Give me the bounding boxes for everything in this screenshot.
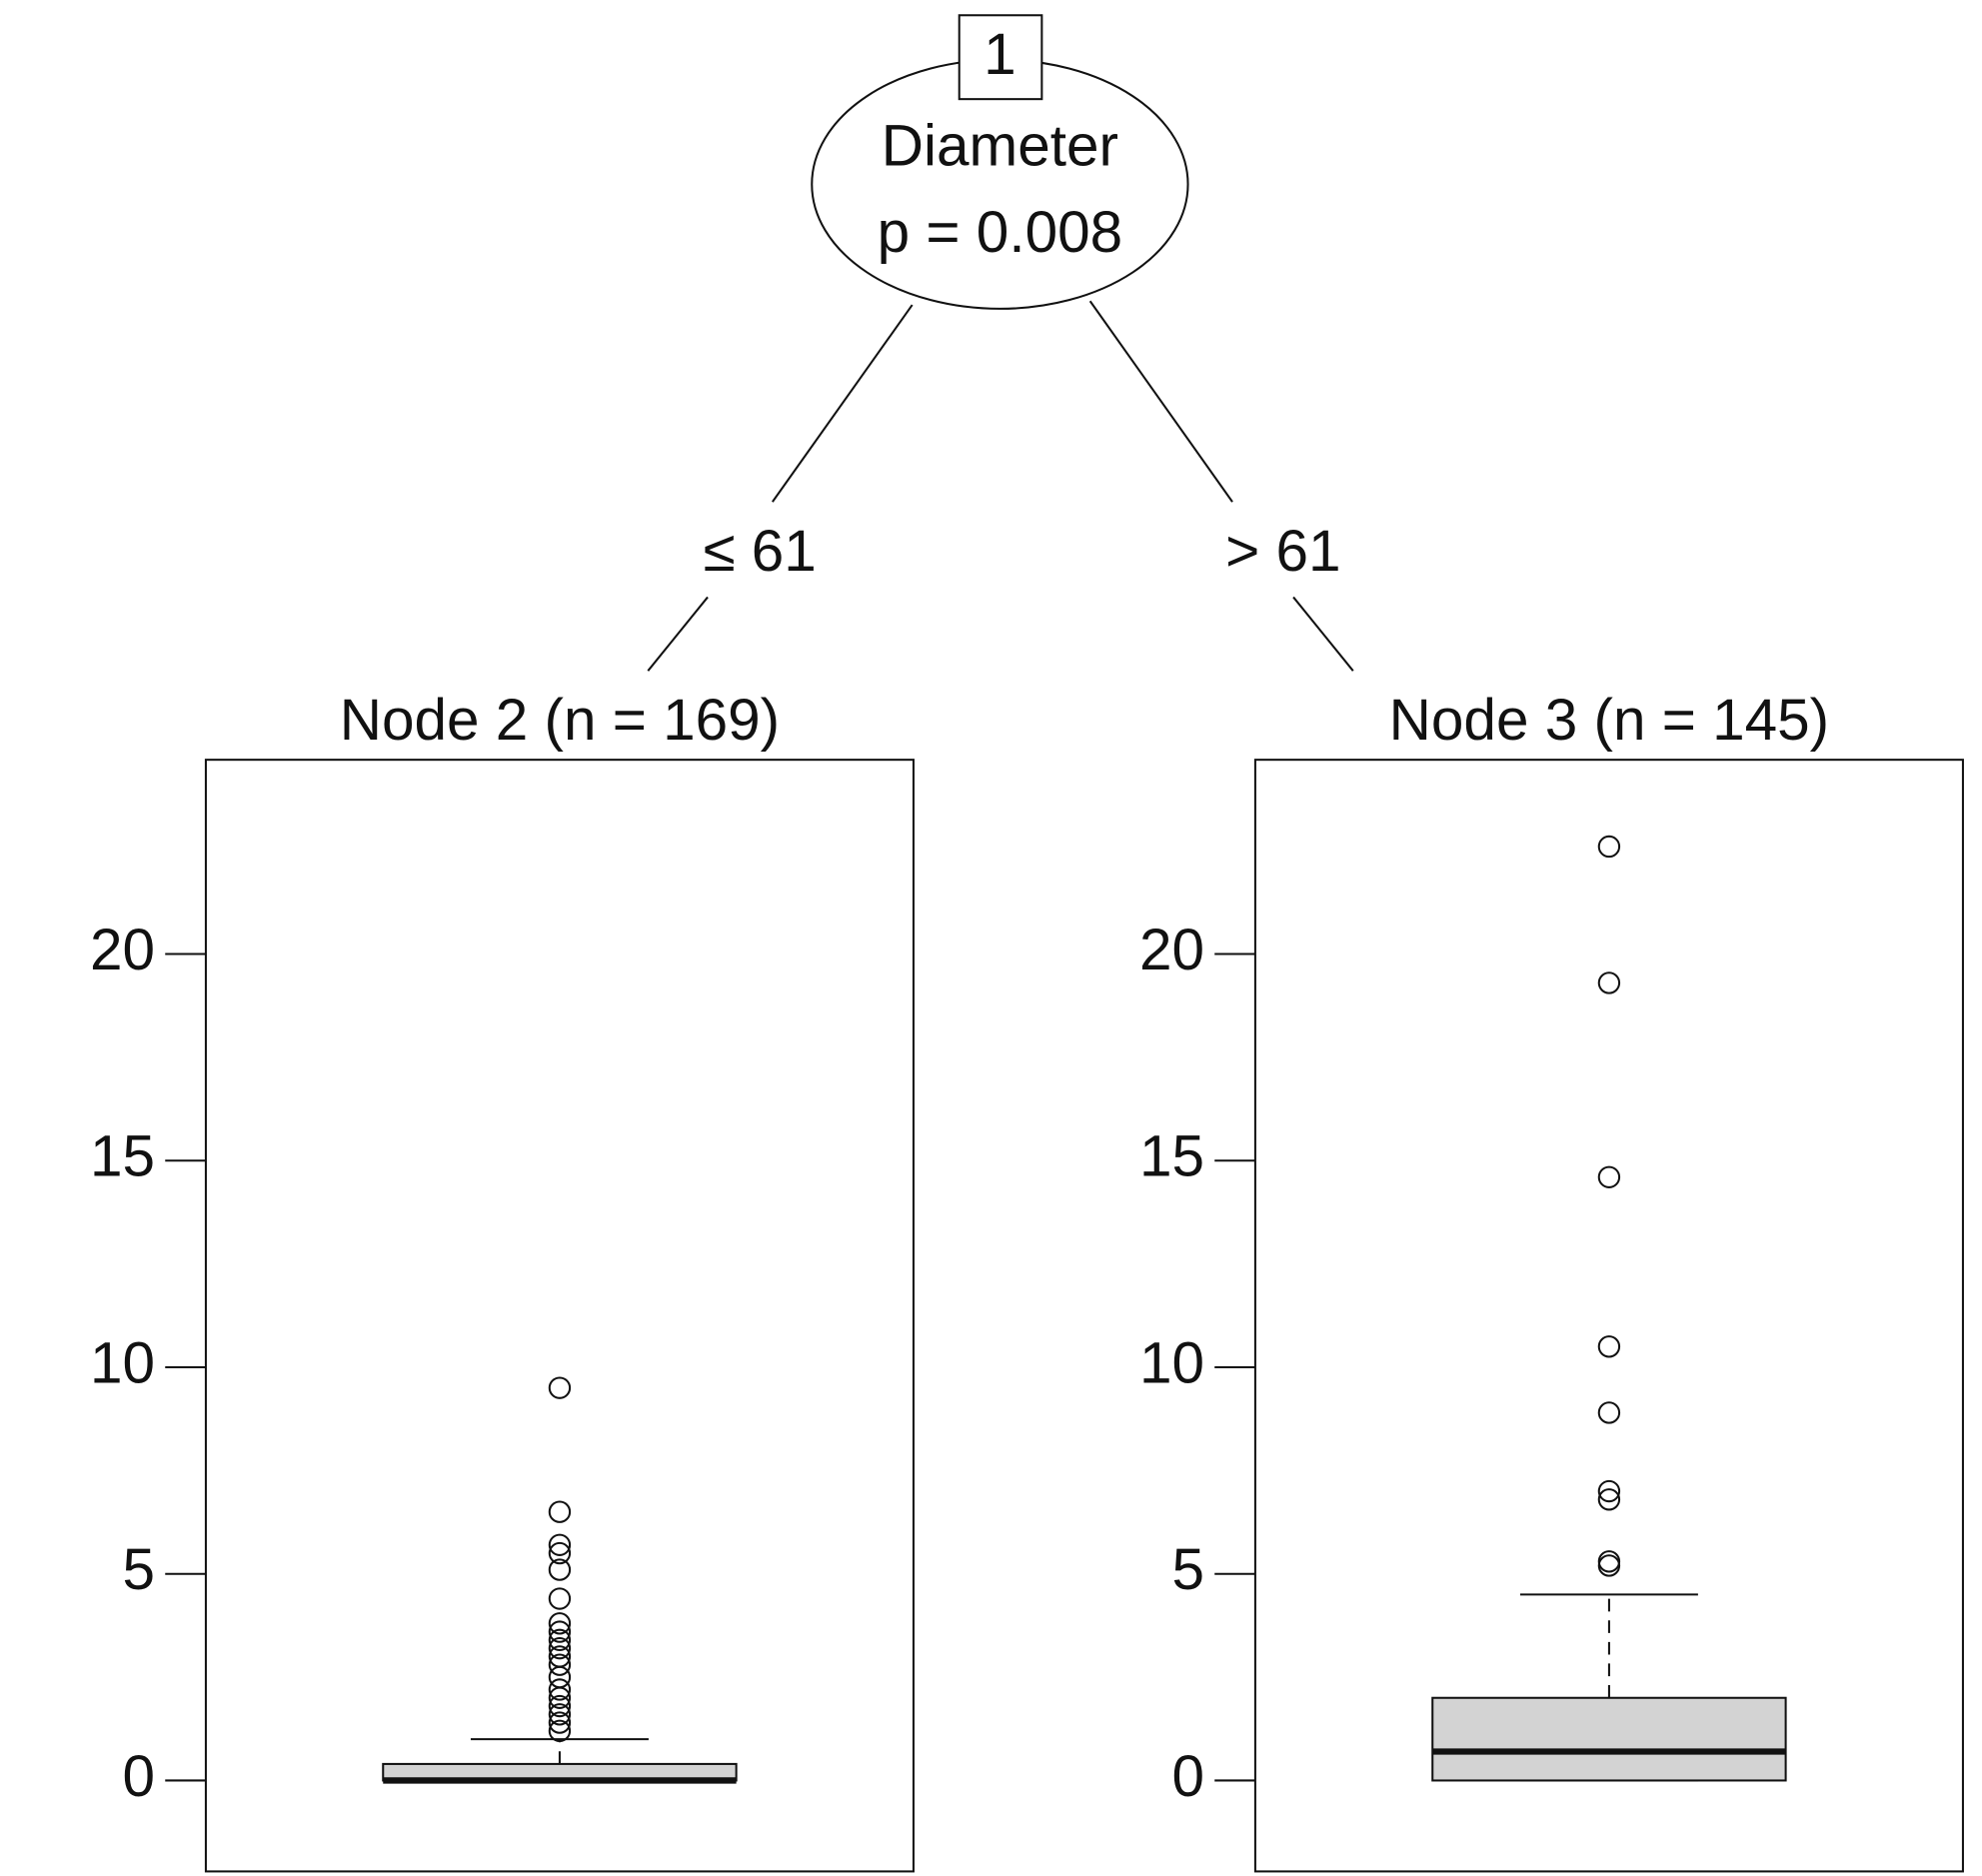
outlier (548, 1533, 572, 1556)
outlier (1597, 1550, 1621, 1573)
edge-label: ≤ 61 (703, 519, 816, 584)
y-tick-label: 5 (123, 1537, 156, 1602)
outlier (548, 1694, 572, 1718)
outlier (548, 1719, 572, 1743)
box (1431, 1696, 1787, 1782)
node-id: 1 (984, 22, 1016, 87)
outlier (548, 1703, 572, 1726)
outlier (548, 1587, 572, 1610)
outlier (548, 1636, 572, 1660)
node-p-value: p = 0.008 (878, 200, 1122, 265)
outlier (548, 1558, 572, 1581)
edge (772, 304, 914, 503)
outlier (548, 1686, 572, 1709)
y-tick-label: 5 (1172, 1537, 1205, 1602)
edge (1088, 300, 1233, 503)
edge (1292, 596, 1354, 672)
outlier (1597, 1479, 1621, 1503)
outlier (548, 1653, 572, 1676)
y-tick-label: 20 (90, 918, 155, 982)
y-tick-label: 0 (123, 1744, 156, 1809)
outlier (548, 1376, 572, 1399)
outlier (548, 1620, 572, 1643)
outlier (1597, 971, 1621, 994)
node-variable: Diameter (882, 113, 1118, 178)
outlier (548, 1541, 572, 1565)
y-tick-label: 0 (1172, 1744, 1205, 1809)
edge (647, 596, 709, 672)
panel-title: Node 2 (n = 169) (340, 688, 780, 753)
outlier (548, 1711, 572, 1734)
y-tick-label: 10 (1139, 1330, 1204, 1395)
y-tick-label: 20 (1139, 918, 1204, 982)
y-tick-label: 15 (90, 1124, 155, 1189)
outlier (548, 1612, 572, 1635)
y-tick-label: 10 (90, 1330, 155, 1395)
outlier (1597, 1335, 1621, 1358)
panel-frame (204, 759, 915, 1873)
outlier (548, 1500, 572, 1523)
panel-frame (1253, 759, 1964, 1873)
panel-title: Node 3 (n = 145) (1389, 688, 1829, 753)
node-id-box (958, 14, 1043, 101)
outlier (548, 1628, 572, 1652)
edge-label: > 61 (1225, 519, 1340, 584)
outlier (548, 1678, 572, 1701)
outlier (1597, 835, 1621, 859)
outlier (1597, 1488, 1621, 1511)
outlier (1597, 1554, 1621, 1577)
tree (647, 14, 1354, 672)
outlier (1597, 1401, 1621, 1424)
outlier (1597, 1165, 1621, 1188)
y-tick-label: 15 (1139, 1124, 1204, 1189)
outlier (548, 1665, 572, 1689)
